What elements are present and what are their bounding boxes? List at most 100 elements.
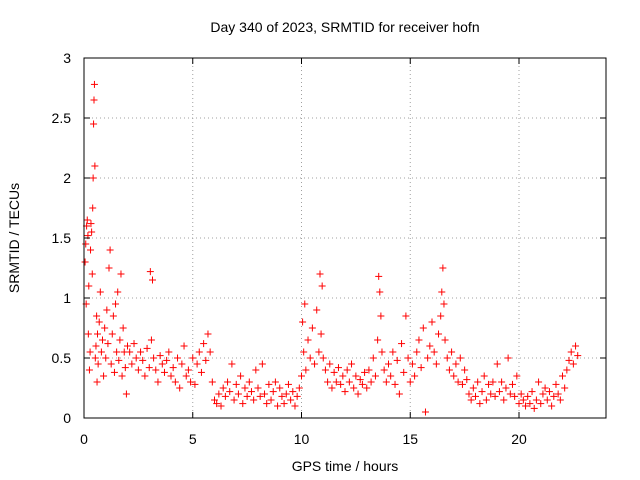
data-point	[408, 360, 416, 368]
data-point	[83, 216, 91, 224]
data-point	[284, 380, 292, 388]
data-point	[293, 392, 301, 400]
data-point	[411, 372, 419, 380]
data-point	[380, 366, 388, 374]
data-point	[204, 330, 212, 338]
data-point	[524, 392, 532, 400]
chart-title: Day 340 of 2023, SRMTID for receiver hof…	[210, 19, 479, 35]
data-point	[117, 270, 125, 278]
data-point	[426, 342, 434, 350]
data-point	[474, 378, 482, 386]
data-point	[402, 312, 410, 320]
data-point	[101, 324, 109, 332]
data-point	[176, 384, 184, 392]
x-tick-label: 5	[189, 431, 197, 447]
data-point	[371, 372, 379, 380]
data-point	[247, 388, 255, 396]
data-point	[107, 360, 115, 368]
data-point	[304, 336, 312, 344]
data-point	[224, 378, 232, 386]
data-point	[504, 354, 512, 362]
data-point	[84, 330, 92, 338]
data-point	[476, 400, 484, 408]
data-point	[184, 366, 192, 374]
data-point	[374, 336, 382, 344]
data-point	[339, 372, 347, 380]
y-tick-label: 3	[63, 50, 71, 66]
data-point	[530, 404, 538, 412]
data-point	[128, 360, 136, 368]
data-point	[197, 368, 205, 376]
data-point	[324, 378, 332, 386]
data-point	[147, 336, 155, 344]
data-point	[413, 348, 421, 356]
data-point	[289, 388, 297, 396]
y-tick-label: 2	[63, 170, 71, 186]
data-point	[454, 378, 462, 386]
data-point	[89, 204, 97, 212]
grid-layer	[84, 58, 606, 418]
data-point	[116, 336, 124, 344]
data-point	[282, 390, 290, 398]
data-point	[522, 402, 530, 410]
data-point	[291, 402, 299, 410]
data-point	[269, 388, 277, 396]
data-point	[350, 384, 358, 392]
data-point	[337, 380, 345, 388]
data-point	[110, 368, 118, 376]
data-point	[276, 384, 284, 392]
data-point	[94, 360, 102, 368]
data-point	[252, 366, 260, 374]
data-point	[321, 366, 329, 374]
data-point	[552, 380, 560, 388]
data-point	[511, 392, 519, 400]
data-point	[502, 384, 510, 392]
data-point	[421, 408, 429, 416]
data-point	[121, 364, 129, 372]
data-point	[267, 396, 275, 404]
data-point	[548, 402, 556, 410]
x-axis-label: GPS time / hours	[292, 458, 399, 474]
data-point	[472, 392, 479, 400]
data-point	[377, 312, 385, 320]
data-point	[424, 354, 432, 362]
data-point	[158, 360, 166, 368]
data-point	[89, 174, 97, 182]
plot-frame	[83, 57, 607, 419]
data-point	[258, 360, 266, 368]
data-point	[206, 348, 214, 356]
data-point	[491, 392, 499, 400]
data-point	[563, 366, 571, 374]
data-point	[361, 368, 369, 376]
data-point	[375, 272, 383, 280]
data-point	[354, 390, 362, 398]
x-tick-label: 10	[294, 431, 310, 447]
data-point	[105, 264, 113, 272]
data-point	[550, 392, 558, 400]
data-point	[189, 354, 197, 362]
data-point	[404, 354, 412, 362]
data-point	[565, 356, 573, 364]
y-tick-label: 2.5	[52, 110, 72, 126]
data-point	[241, 384, 249, 392]
data-point	[482, 396, 490, 404]
data-point	[506, 390, 514, 398]
y-axis-label: SRMTID / TECUs	[6, 183, 22, 293]
data-point	[261, 390, 269, 398]
data-point	[81, 258, 89, 266]
data-point	[299, 318, 307, 326]
data-point	[124, 342, 131, 350]
data-point	[367, 378, 375, 386]
data-point	[316, 270, 324, 278]
data-point	[237, 372, 245, 380]
y-tick-label: 0.5	[52, 350, 72, 366]
data-point	[393, 356, 401, 364]
x-tick-label: 15	[402, 431, 418, 447]
data-point	[93, 312, 101, 320]
data-point	[295, 384, 303, 392]
data-point	[356, 376, 364, 384]
data-point	[378, 348, 386, 356]
data-point	[287, 396, 295, 404]
data-point	[508, 380, 516, 388]
data-point	[87, 220, 95, 228]
